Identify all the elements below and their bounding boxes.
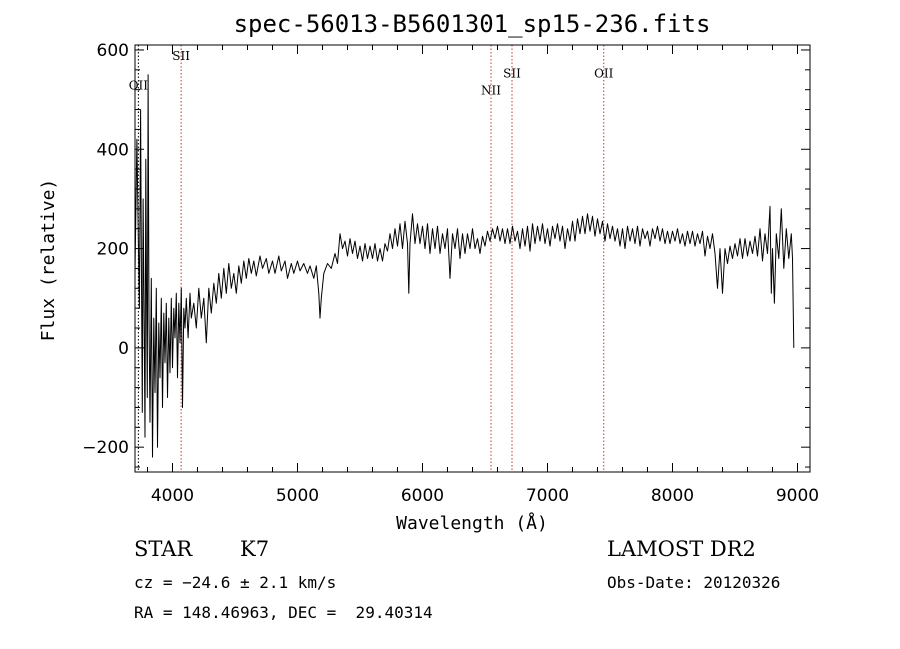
object-subclass: K7 (240, 537, 270, 561)
spectral-line-label: OII (594, 66, 614, 80)
redshift-text: cz = −24.6 ± 2.1 km/s (134, 573, 337, 592)
x-tick-label: 7000 (526, 486, 569, 506)
spectral-line-label: SII (172, 49, 190, 63)
y-tick-label: 200 (97, 240, 129, 260)
y-axis-label: Flux (relative) (38, 179, 59, 342)
object-class: STAR (134, 537, 193, 561)
spectral-line-label: SII (503, 66, 521, 80)
obs-date: Obs-Date: 20120326 (607, 573, 781, 592)
spectrum-line (134, 74, 795, 458)
spectral-line-label: NII (481, 84, 501, 98)
x-tick-label: 9000 (776, 486, 819, 506)
spectral-line-label: OII (129, 79, 149, 93)
y-tick-label: 400 (97, 140, 129, 160)
y-tick-label: 0 (118, 339, 129, 359)
coordinates-text: RA = 148.46963, DEC = 29.40314 (134, 603, 433, 622)
x-tick-label: 6000 (401, 486, 444, 506)
x-axis-label: Wavelength (Å) (396, 512, 548, 534)
y-tick-label: 600 (97, 41, 129, 61)
x-tick-label: 5000 (276, 486, 319, 506)
y-tick-label: −200 (82, 438, 129, 458)
plot-frame (134, 44, 811, 473)
x-tick-label: 8000 (651, 486, 694, 506)
x-tick-label: 4000 (151, 486, 194, 506)
survey-label: LAMOST DR2 (607, 537, 756, 561)
axes: 4000 5000 6000 7000 8000 9000 −200 0 200 400 600 (82, 41, 819, 506)
chart-title: spec-56013-B5601301_sp15-236.fits (234, 10, 711, 38)
